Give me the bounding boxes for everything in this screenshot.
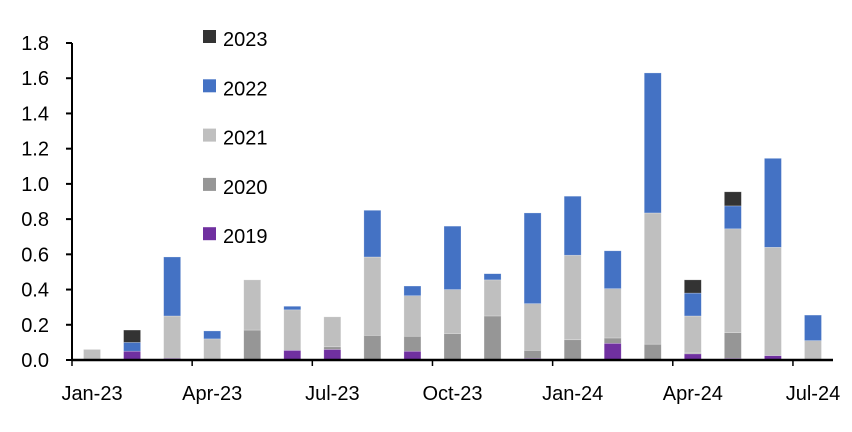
y-tick-label: 1.8 [21, 33, 49, 55]
y-tick-label: 0.4 [21, 280, 49, 302]
bar-2021-May-24 [724, 228, 742, 334]
x-tick-label: Apr-23 [182, 383, 242, 405]
bar-2023-May-24 [724, 191, 742, 207]
bar-2023-Apr-24 [684, 279, 702, 294]
bar-2022-Nov-23 [483, 273, 502, 281]
bar-2021-Jul-23 [323, 316, 342, 348]
bar-2022-May-24 [724, 205, 742, 230]
bar-2022-Jul-24 [804, 314, 822, 341]
legend-swatch-2020 [203, 177, 216, 191]
legend-label-2021: 2021 [223, 128, 268, 150]
bar-2021-Apr-23 [203, 338, 221, 361]
legend-swatch-2019 [203, 227, 216, 241]
x-tick-label: Jan-23 [61, 383, 122, 405]
y-tick-label: 1.0 [21, 174, 49, 196]
y-tick-label: 0.2 [21, 315, 49, 337]
bar-2022-Mar-24 [643, 72, 662, 214]
bar-2021-Jan-24 [563, 254, 582, 341]
legend-label-2020: 2020 [223, 177, 268, 199]
x-tick-label: Jan-24 [542, 383, 603, 405]
bar-2021-Jul-24 [804, 340, 822, 361]
bar-2022-Oct-23 [443, 225, 462, 290]
x-tick-label: Apr-24 [663, 383, 723, 405]
legend-label-2019: 2019 [223, 226, 268, 248]
bar-2020-Nov-23 [483, 315, 502, 361]
bar-2021-Jan-23 [83, 349, 101, 361]
bar-2022-Mar-23 [163, 256, 181, 317]
x-tick-label: Jul-23 [305, 383, 359, 405]
legend-label-2023: 2023 [223, 29, 268, 51]
bar-2022-Apr-23 [203, 330, 221, 340]
y-tick-label: 1.2 [21, 139, 49, 161]
bar-2019-Jul-23 [323, 349, 342, 361]
bar-2021-Feb-24 [603, 288, 622, 339]
y-tick-label: 0.8 [21, 209, 49, 231]
bar-2020-May-24 [724, 332, 742, 359]
legend-swatch-2021 [203, 128, 216, 142]
bar-2020-Aug-23 [363, 335, 382, 361]
bar-2019-Feb-23 [123, 350, 141, 361]
legend-swatch-2022 [203, 79, 216, 93]
bar-2020-Feb-24 [603, 337, 622, 344]
bar-2020-Jul-23 [323, 346, 342, 350]
bar-2020-Mar-24 [643, 343, 662, 361]
y-tick-label: 1.6 [21, 68, 49, 90]
bar-2020-Oct-23 [443, 333, 462, 361]
bar-2022-Dec-23 [523, 212, 542, 304]
bar-2021-Dec-23 [523, 303, 542, 351]
bar-2022-Jan-24 [563, 195, 582, 256]
bar-2021-Apr-24 [684, 315, 702, 354]
bar-2021-Aug-23 [363, 256, 382, 336]
bar-2020-Sep-23 [403, 335, 422, 352]
bar-2019-Sep-23 [403, 350, 422, 361]
x-tick-label: Jul-24 [786, 383, 840, 405]
bar-2021-Mar-24 [643, 212, 662, 345]
bar-2022-Aug-23 [363, 210, 382, 258]
bar-2020-May-23 [243, 329, 262, 361]
bar-2022-Apr-24 [684, 292, 702, 317]
y-tick-label: 1.4 [21, 103, 49, 125]
legend-swatch-2023 [203, 30, 216, 43]
bar-2019-Feb-24 [603, 342, 622, 361]
bar-2020-Dec-23 [523, 350, 542, 359]
bar-2021-Oct-23 [443, 289, 462, 334]
bar-2021-Sep-23 [403, 295, 422, 337]
bar-2022-Jun-23 [283, 305, 302, 311]
bar-2021-Jun-23 [283, 309, 302, 351]
bar-2021-Jun-24 [764, 246, 782, 356]
bar-2022-Jun-24 [764, 158, 782, 248]
bar-2019-Jun-23 [283, 350, 302, 361]
legend-label-2022: 2022 [223, 78, 268, 100]
bar-2021-Nov-23 [483, 279, 502, 317]
bar-2020-Jan-24 [563, 339, 582, 361]
bar-2022-Feb-23 [123, 342, 141, 352]
bar-2022-Sep-23 [403, 285, 422, 297]
bar-2021-Mar-23 [163, 315, 181, 359]
bar-2022-Feb-24 [603, 250, 622, 289]
y-tick-label: 0.0 [21, 350, 49, 372]
y-tick-label: 0.6 [21, 244, 49, 266]
bar-2023-Feb-23 [123, 329, 141, 343]
bar-2021-May-23 [243, 279, 262, 331]
x-tick-label: Oct-23 [422, 383, 482, 405]
